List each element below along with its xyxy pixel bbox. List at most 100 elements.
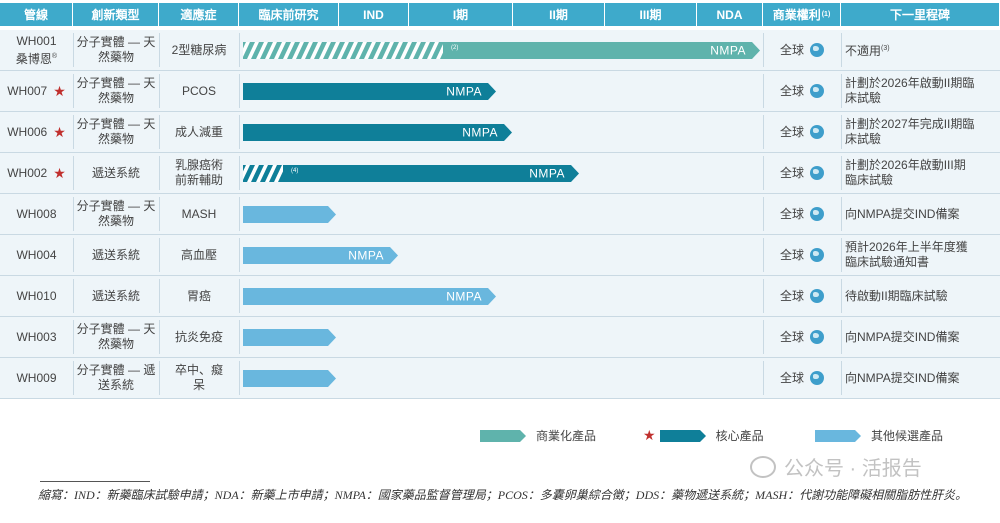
watermark-text: 公众号 · 活报告 bbox=[784, 458, 922, 480]
milestone-text: 預計2026年上半年度獲臨床試驗通知書 bbox=[845, 240, 968, 269]
legend-commercial: 商業化產品 bbox=[480, 427, 596, 444]
rights-text: 全球 bbox=[779, 83, 804, 98]
column-divider bbox=[841, 320, 842, 354]
indication-cell: 抗炎免疫 bbox=[174, 329, 223, 344]
column-divider bbox=[159, 115, 160, 149]
column-divider bbox=[763, 361, 764, 395]
column-divider bbox=[239, 238, 240, 272]
star-icon: ★ bbox=[53, 164, 66, 181]
hatched-segment bbox=[243, 165, 291, 182]
column-divider bbox=[239, 197, 240, 231]
pipeline-cell: WH010 bbox=[0, 276, 73, 316]
progress-bar: NMPA bbox=[243, 83, 496, 100]
globe-icon bbox=[810, 125, 824, 139]
column-divider bbox=[841, 115, 842, 149]
column-divider bbox=[239, 279, 240, 313]
rights-cell: 全球 bbox=[763, 30, 841, 70]
column-divider bbox=[239, 156, 240, 190]
column-divider bbox=[841, 33, 842, 67]
bar-label: NMPA bbox=[529, 167, 565, 181]
legend-core: ★ 核心產品 bbox=[643, 427, 764, 444]
milestone-cell: 計劃於2027年完成II期臨床試驗 bbox=[841, 112, 1000, 152]
globe-icon bbox=[810, 371, 824, 385]
table-row: WH002 ★ 遞送系統 乳腺癌術前新輔助 (4) NMPA 全球 計劃於2026年啟動III… bbox=[0, 153, 1000, 194]
milestone-cell: 預計2026年上半年度獲臨床試驗通知書 bbox=[841, 235, 1000, 275]
pipeline-code: WH001 bbox=[16, 33, 57, 48]
milestone-text: 計劃於2027年完成II期臨床試驗 bbox=[845, 117, 975, 146]
progress-bar: (4) NMPA bbox=[243, 165, 579, 182]
table-row: WH004 遞送系統 高血壓 NMPA 全球 預計2026年上半年度獲臨床試驗通知書 bbox=[0, 235, 1000, 276]
milestone-text: 不適用(3) bbox=[845, 44, 890, 58]
header-cell: 臨床前研究 bbox=[239, 3, 339, 26]
column-divider bbox=[73, 33, 74, 67]
table-row: WH010 遞送系統 胃癌 NMPA 全球 待啟動II期臨床試驗 bbox=[0, 276, 1000, 317]
column-divider bbox=[159, 361, 160, 395]
header-cell: NDA bbox=[697, 3, 763, 26]
column-divider bbox=[159, 238, 160, 272]
progress-bar: NMPA bbox=[243, 288, 496, 305]
pipeline-cell: WH004 bbox=[0, 235, 73, 275]
bar-shape bbox=[243, 206, 336, 223]
table-row: WH008 分子實體 — 天然藥物 MASH 全球 向NMPA提交IND備案 bbox=[0, 194, 1000, 235]
pipeline-code: WH010 bbox=[16, 288, 57, 303]
column-divider bbox=[841, 279, 842, 313]
star-icon: ★ bbox=[53, 82, 66, 99]
table-row: WH009 分子實體 — 遞送系統 卒中、癡呆 全球 向NMPA提交IND備案 bbox=[0, 358, 1000, 399]
rights-text: 全球 bbox=[779, 165, 804, 180]
milestone-cell: 向NMPA提交IND備案 bbox=[841, 194, 1000, 234]
legend-other: 其他候選產品 bbox=[815, 427, 943, 444]
table-row: WH007 ★ 分子實體 — 天然藥物 PCOS NMPA 全球 計劃於2026年啟動II期… bbox=[0, 71, 1000, 112]
bar-footnote-mark: (4) bbox=[291, 168, 298, 174]
column-divider bbox=[73, 361, 74, 395]
milestone-text: 計劃於2026年啟動III期臨床試驗 bbox=[845, 158, 966, 187]
globe-icon bbox=[810, 43, 824, 57]
rights-cell: 全球 bbox=[763, 112, 841, 152]
header-cell: III期 bbox=[605, 3, 697, 26]
progress-bar: NMPA bbox=[243, 247, 398, 264]
milestone-cell: 計劃於2026年啟動III期臨床試驗 bbox=[841, 153, 1000, 193]
progress-bar: NMPA bbox=[243, 124, 512, 141]
bar-shape bbox=[243, 288, 496, 305]
header-cell: IND bbox=[339, 3, 409, 26]
pipeline-cell: WH008 bbox=[0, 194, 73, 234]
bar-shape bbox=[243, 329, 336, 346]
column-divider bbox=[159, 156, 160, 190]
header-cell: 下一里程碑 bbox=[841, 3, 1000, 26]
rights-text: 全球 bbox=[779, 206, 804, 221]
milestone-text: 向NMPA提交IND備案 bbox=[845, 370, 960, 385]
column-divider bbox=[763, 156, 764, 190]
column-divider bbox=[159, 320, 160, 354]
pipeline-code: WH007 bbox=[7, 83, 48, 98]
bar-label: NMPA bbox=[446, 85, 482, 99]
registered-mark: ® bbox=[51, 52, 58, 60]
bar-shape bbox=[243, 165, 579, 182]
milestone-text: 計劃於2026年啟動II期臨床試驗 bbox=[845, 76, 975, 105]
star-icon: ★ bbox=[53, 123, 66, 140]
column-divider bbox=[763, 197, 764, 231]
footnote-rule bbox=[40, 481, 150, 482]
pipeline-cell: WH009 bbox=[0, 358, 73, 398]
column-divider bbox=[73, 279, 74, 313]
column-divider bbox=[763, 238, 764, 272]
rights-cell: 全球 bbox=[763, 276, 841, 316]
pipeline-code: WH004 bbox=[16, 247, 57, 262]
header-footnote-mark: (1) bbox=[821, 11, 831, 18]
indication-cell: 成人減重 bbox=[174, 124, 223, 139]
rights-cell: 全球 bbox=[763, 317, 841, 357]
column-divider bbox=[763, 320, 764, 354]
header-cell: 管線 bbox=[0, 3, 73, 26]
innovation-type-cell: 遞送系統 bbox=[91, 165, 140, 180]
column-divider bbox=[159, 197, 160, 231]
pipeline-cell: WH007 ★ bbox=[0, 71, 73, 111]
column-divider bbox=[239, 361, 240, 395]
rights-cell: 全球 bbox=[763, 71, 841, 111]
indication-cell: 高血壓 bbox=[180, 247, 217, 262]
footnote: 縮寫：IND：新藥臨床試驗申請；NDA：新藥上市申請；NMPA：國家藥品監督管理… bbox=[38, 488, 968, 502]
column-divider bbox=[841, 361, 842, 395]
column-divider bbox=[73, 115, 74, 149]
innovation-type-cell: 分子實體 — 遞送系統 bbox=[76, 363, 156, 392]
commercial-swatch bbox=[480, 429, 526, 442]
pipeline-cell: WH003 bbox=[0, 317, 73, 357]
bar-label: NMPA bbox=[348, 249, 384, 263]
column-divider bbox=[763, 279, 764, 313]
